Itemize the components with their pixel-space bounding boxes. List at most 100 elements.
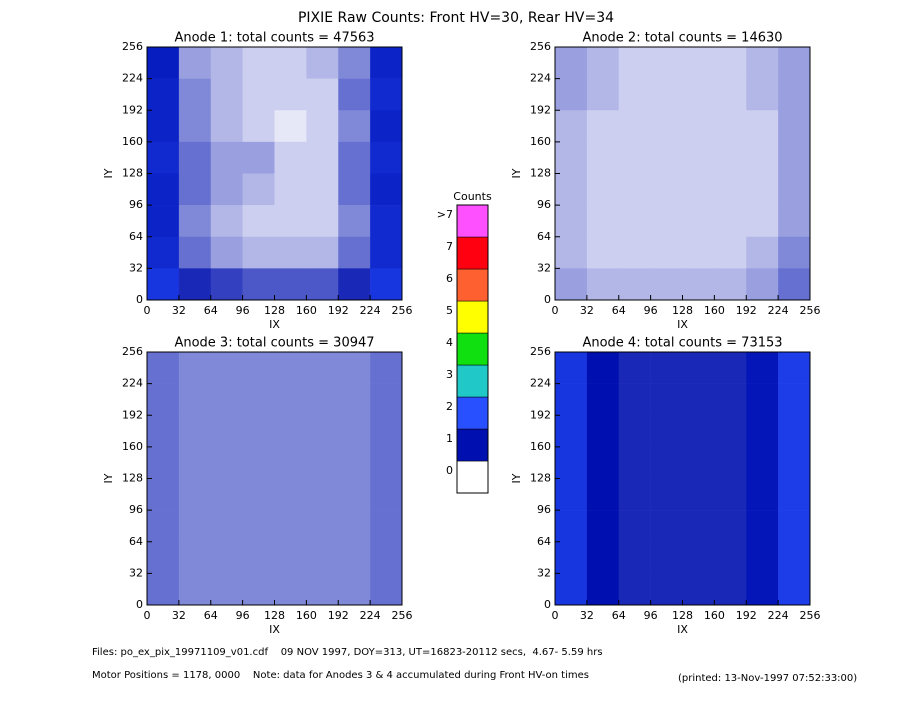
heat-cell: [778, 205, 811, 238]
heat-cell: [210, 383, 243, 416]
heat-cell: [746, 110, 779, 143]
heat-cell: [586, 173, 620, 206]
heat-cell: [586, 383, 620, 416]
heat-cell: [147, 541, 180, 574]
y-tick-label: 256: [122, 345, 143, 358]
x-tick-label: 96: [236, 609, 250, 622]
heat-cell: [555, 268, 588, 301]
x-tick-label: 192: [328, 304, 349, 317]
x-tick-label: 224: [360, 304, 381, 317]
heat-cell: [618, 383, 651, 416]
heat-cell: [178, 205, 212, 238]
heat-cell: [650, 78, 683, 111]
colorbar-label: >7: [437, 208, 453, 221]
panel-title: Anode 4: total counts = 73153: [582, 336, 782, 351]
heat-cell: [650, 510, 683, 543]
heat-cell: [274, 141, 307, 174]
heat-cell: [178, 478, 212, 511]
heat-cell: [306, 541, 339, 574]
heat-cell: [778, 173, 811, 206]
heat-cell: [338, 415, 371, 448]
heat-cell: [650, 415, 683, 448]
heat-cell: [650, 352, 683, 384]
heat-cell: [682, 415, 715, 448]
heat-cell: [650, 478, 683, 511]
heat-cell: [714, 541, 747, 574]
heat-cell: [306, 110, 339, 143]
heat-cell: [746, 541, 779, 574]
x-tick-label: 256: [800, 304, 821, 317]
x-tick-label: 128: [672, 304, 693, 317]
x-tick-label: 0: [552, 609, 559, 622]
heat-cell: [338, 446, 371, 479]
heat-cell: [682, 383, 715, 416]
y-tick-label: 32: [129, 261, 143, 274]
x-axis-label: IX: [677, 318, 688, 331]
heat-cell: [555, 141, 588, 174]
heat-cell: [242, 415, 275, 448]
heat-cell: [147, 141, 180, 174]
heat-cell: [555, 478, 588, 511]
heat-cell: [746, 573, 779, 606]
heat-cell: [210, 110, 243, 143]
x-axis-label: IX: [269, 318, 280, 331]
heat-cell: [682, 78, 715, 111]
heat-cell: [242, 78, 275, 111]
x-tick-label: 256: [392, 304, 413, 317]
heat-cell: [306, 236, 339, 269]
heat-cell: [178, 236, 212, 269]
heat-cell: [555, 446, 588, 479]
heat-cell: [147, 573, 180, 606]
y-tick-label: 64: [537, 230, 551, 243]
colorbar-box: [456, 396, 489, 430]
heat-cell: [210, 205, 243, 238]
x-tick-label: 64: [612, 609, 626, 622]
colorbar-box: [456, 460, 489, 494]
heat-cell: [338, 383, 371, 416]
heat-cell: [370, 47, 403, 79]
heat-cell: [586, 541, 620, 574]
heat-cell: [778, 47, 811, 79]
x-tick-label: 160: [704, 609, 725, 622]
heat-cell: [178, 510, 212, 543]
heat-cell: [338, 78, 371, 111]
heat-cell: [274, 236, 307, 269]
heat-cell: [178, 173, 212, 206]
y-tick-label: 32: [537, 261, 551, 274]
panel-title: Anode 3: total counts = 30947: [174, 336, 374, 351]
x-tick-label: 224: [360, 609, 381, 622]
x-tick-label: 160: [704, 304, 725, 317]
y-tick-label: 128: [530, 472, 551, 485]
heat-cell: [370, 415, 403, 448]
heat-cell: [746, 47, 779, 79]
heat-cell: [210, 510, 243, 543]
footer-motor: Motor Positions = 1178, 0000 Note: data …: [92, 670, 589, 681]
heat-cell: [306, 352, 339, 384]
x-tick-label: 32: [172, 304, 186, 317]
heat-cell: [242, 352, 275, 384]
y-axis-label: IY: [102, 168, 115, 178]
heat-cell: [274, 205, 307, 238]
heat-cell: [618, 446, 651, 479]
x-tick-label: 128: [264, 304, 285, 317]
y-tick-label: 160: [530, 440, 551, 453]
heat-cell: [650, 47, 683, 79]
x-tick-label: 160: [296, 609, 317, 622]
heat-cell: [306, 478, 339, 511]
heat-cell: [714, 236, 747, 269]
y-tick-label: 96: [129, 198, 143, 211]
heat-cell: [370, 268, 403, 301]
heat-cell: [714, 173, 747, 206]
y-tick-label: 64: [537, 535, 551, 548]
heat-cell: [618, 141, 651, 174]
heat-cell: [555, 205, 588, 238]
x-axis-label: IX: [269, 623, 280, 636]
heat-cell: [370, 573, 403, 606]
heat-cell: [210, 573, 243, 606]
heat-cell: [242, 110, 275, 143]
heat-cell: [714, 110, 747, 143]
heat-cell: [555, 47, 588, 79]
heat-cell: [147, 173, 180, 206]
heat-cell: [746, 205, 779, 238]
